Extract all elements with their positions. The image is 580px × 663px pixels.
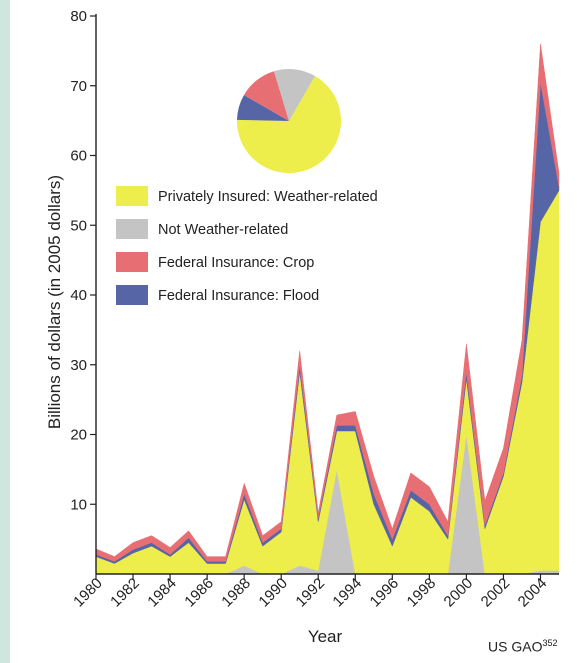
stacked-area-chart: 10 20 30 40 50 60 70 80 1980 1982 1984 1986 1988 1990… [45,8,560,646]
pie-slice-federal-insurance-flood [237,95,289,121]
legend-swatch-not-weather-related [116,219,148,239]
y-tick-label-40: 40 [70,287,87,304]
x-tick-label-2000: 2000 [441,575,477,611]
y-tick-label-50: 50 [70,217,87,234]
chart-panel: 10 20 30 40 50 60 70 80 1980 1982 1984 1986 1988 1990… [10,0,580,663]
pie-slice-not-weather-related [274,69,315,121]
legend-label-federal-insurance-flood: Federal Insurance: Flood [158,288,319,304]
y-tick-label-20: 20 [70,427,87,444]
x-tick-label-1996: 1996 [367,575,403,611]
x-tick-label-2002: 2002 [478,575,514,611]
x-tick-label-1988: 1988 [218,575,254,611]
x-tick-label-1984: 1984 [144,575,180,611]
legend-swatch-federal-insurance-crop [116,252,148,272]
x-tick-label-1998: 1998 [404,575,440,611]
y-tick-label-80: 80 [70,8,87,25]
area-federal-insurance-crop [95,43,560,562]
legend-label-not-weather-related: Not Weather-related [158,222,288,238]
y-tick-label-10: 10 [70,496,87,513]
x-tick-label-1982: 1982 [107,575,143,611]
x-tick-label-1980: 1980 [70,575,106,611]
credit-reference: 352 [542,638,558,648]
y-tick-label-30: 30 [70,357,87,374]
y-axis-title: Billions of dollars (in 2005 dollars) [45,175,64,429]
legend-label-federal-insurance-crop: Federal Insurance: Crop [158,255,314,271]
area-privately-insured-weather-related [95,189,560,575]
x-tick-label-1986: 1986 [181,575,217,611]
y-tick-label-70: 70 [70,78,87,95]
legend-swatch-federal-insurance-flood [116,285,148,305]
y-tick-label-60: 60 [70,148,87,165]
legend-swatch-privately-insured-weather-related [116,186,148,206]
source-credit: US GAO352 [488,638,558,655]
x-tick-label-1994: 1994 [329,575,365,611]
pie-slice-privately-insured-weather-related [236,76,341,174]
inset-pie-chart [236,69,341,174]
legend: Privately Insured: Weather-related Not We… [116,186,378,305]
x-tick-label-1990: 1990 [255,575,291,611]
x-tick-label-1992: 1992 [292,575,328,611]
x-tick-label-2004: 2004 [515,575,551,611]
x-axis-title: Year [308,627,343,646]
pie-slice-federal-insurance-crop [244,71,289,121]
legend-label-privately-insured-weather-related: Privately Insured: Weather-related [158,189,378,205]
area-series-group [95,43,560,575]
credit-text: US GAO [488,638,543,655]
